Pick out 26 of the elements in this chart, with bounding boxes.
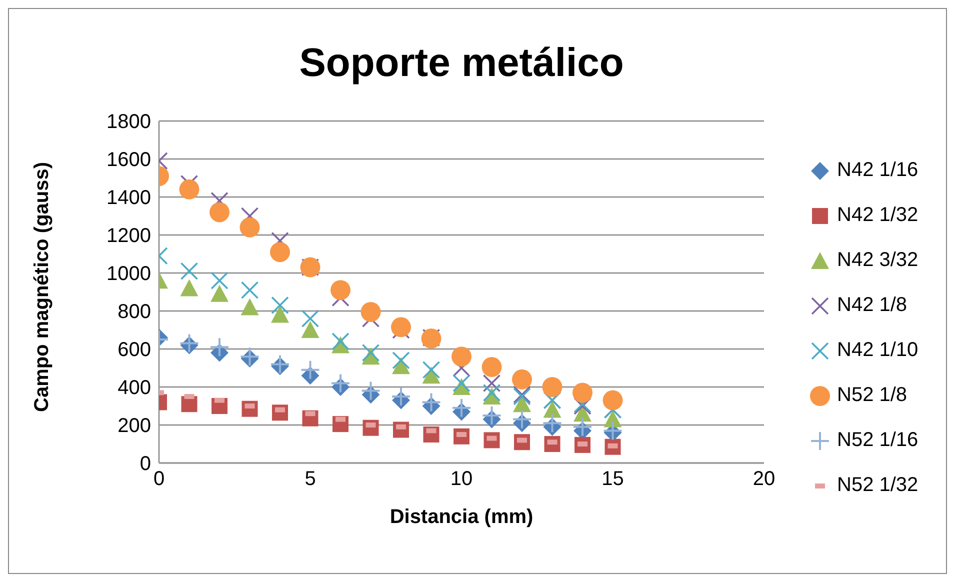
legend-label: N42 3/32 (837, 249, 918, 272)
legend-label: N42 1/16 (837, 159, 918, 182)
legend-label: N42 1/32 (837, 204, 918, 227)
chart-title: Soporte metálico (298, 41, 625, 86)
y-tick-label: 1000 (106, 263, 151, 286)
y-tick-label: 1600 (106, 149, 151, 172)
x-tick-label: 20 (752, 468, 776, 490)
y-tick-label: 200 (118, 415, 151, 438)
y-tick-label: 0 (140, 453, 151, 476)
legend-label: N52 1/32 (837, 474, 918, 497)
x-tick-label: 10 (450, 468, 473, 490)
legend-label: N52 1/16 (837, 429, 918, 452)
y-axis-title: Campo magnético (gauss) (31, 162, 54, 412)
y-tick-label: 1400 (106, 187, 151, 210)
y-tick-label: 800 (118, 301, 151, 324)
x-axis-title: Distancia (mm) (390, 506, 534, 528)
y-tick-label: 1200 (106, 225, 151, 248)
x-tick-label: 5 (304, 468, 316, 490)
y-tick-label: 1800 (106, 111, 151, 134)
legend-label: N42 1/8 (837, 294, 908, 317)
x-tick-label: 15 (602, 468, 624, 490)
y-tick-label: 600 (118, 339, 151, 362)
x-tick-label: 0 (153, 468, 165, 490)
y-tick-label: 400 (118, 377, 151, 400)
legend-label: N42 1/10 (837, 339, 918, 362)
legend-label: N52 1/8 (837, 384, 908, 407)
